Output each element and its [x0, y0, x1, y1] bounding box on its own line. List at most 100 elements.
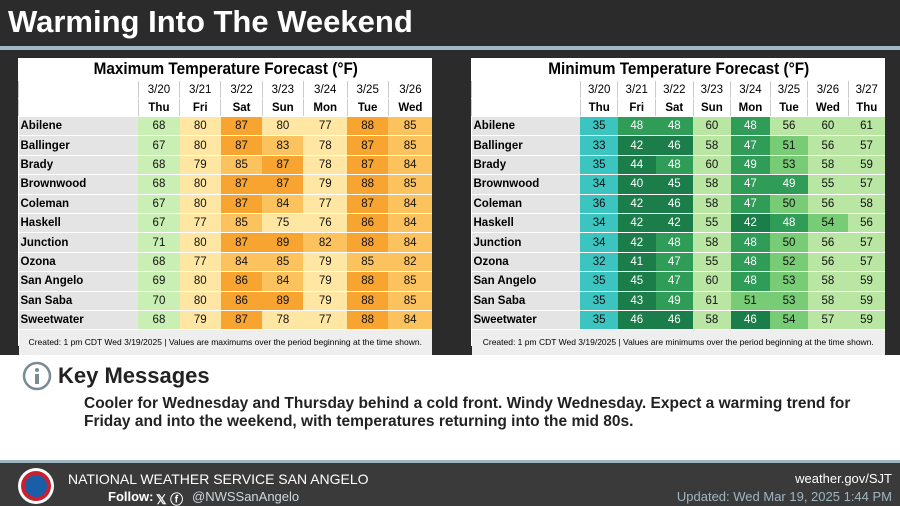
temperature: 60 — [807, 116, 849, 137]
temperature: 85 — [388, 116, 432, 137]
day: Thu — [847, 98, 885, 117]
temperature: 45 — [655, 174, 694, 195]
temperature: 84 — [388, 310, 432, 331]
temperature: 61 — [848, 116, 885, 137]
temperature: 53 — [770, 155, 808, 176]
temperature: 79 — [303, 291, 348, 311]
location: Brady — [18, 155, 139, 176]
key-messages: Key Messages Cooler for Wednesday and Th… — [0, 355, 900, 460]
corner — [471, 80, 581, 99]
temperature: 58 — [807, 155, 849, 176]
temperature: 56 — [807, 135, 849, 156]
temperature: 47 — [655, 252, 694, 273]
temperature: 78 — [303, 155, 348, 176]
follow: Follow: — [108, 489, 154, 504]
temperature: 56 — [807, 252, 849, 273]
social-icons: 𝕏 ⓕ — [156, 492, 184, 506]
temperature: 57 — [807, 310, 849, 331]
office: NATIONAL WEATHER SERVICE SAN ANGELO — [68, 471, 369, 487]
date: 3/22 — [220, 80, 263, 99]
location: Ballinger — [471, 135, 581, 156]
temperature: 58 — [807, 271, 849, 292]
temperature: 67 — [138, 135, 180, 156]
temperature: 60 — [693, 155, 731, 176]
temperature: 32 — [580, 252, 618, 273]
temperature: 85 — [388, 135, 432, 156]
location: Junction — [18, 232, 139, 253]
forecast-table: Maximum Temperature Forecast (°F) 3/20 3/2… — [18, 58, 432, 356]
corner — [471, 98, 581, 117]
key-messages-text: Cooler for Wednesday and Thursday behind… — [84, 395, 851, 430]
website[interactable]: weather.gov/SJT — [795, 471, 892, 486]
temperature: 85 — [388, 271, 432, 292]
temperature: 87 — [220, 135, 263, 156]
row: Brady 35 44 48 60 49 53 58 59 — [471, 155, 885, 176]
temperature: 56 — [848, 213, 885, 234]
location: Sweetwater — [18, 310, 139, 331]
temperature: 87 — [220, 116, 263, 137]
row: Haskell 34 42 42 55 42 48 54 56 — [471, 213, 885, 234]
temperature: 48 — [617, 116, 656, 137]
temperature: 77 — [303, 310, 348, 331]
temperature: 50 — [770, 232, 808, 253]
note: Created: 1 pm CDT Wed 3/19/2025 | Values… — [471, 329, 885, 356]
temperature: 59 — [848, 155, 885, 176]
temperature: 51 — [730, 291, 771, 311]
temperature: 46 — [730, 310, 771, 331]
max-table: Maximum Temperature Forecast (°F) 3/20 3/2… — [18, 58, 432, 356]
temperature: 58 — [693, 194, 731, 214]
temperature: 88 — [347, 232, 389, 253]
location: Junction — [471, 232, 581, 253]
temperature: 85 — [388, 291, 432, 311]
temperature: 47 — [730, 174, 771, 195]
temperature: 47 — [730, 194, 771, 214]
temperature: 42 — [617, 213, 656, 234]
date: 3/22 — [655, 80, 694, 99]
temperature: 68 — [138, 116, 180, 137]
temperature: 77 — [179, 213, 221, 234]
temperature: 88 — [347, 116, 389, 137]
temperature: 88 — [347, 291, 389, 311]
temperature: 48 — [655, 155, 694, 176]
temperature: 61 — [693, 291, 731, 311]
temperature: 85 — [220, 213, 263, 234]
row: Haskell 67 77 85 75 76 86 84 — [18, 213, 432, 234]
row: Coleman 67 80 87 84 77 87 84 — [18, 194, 432, 214]
location: San Angelo — [18, 271, 139, 292]
temperature: 79 — [303, 174, 348, 195]
temperature: 42 — [730, 213, 771, 234]
temperature: 42 — [655, 213, 694, 234]
temperature: 87 — [220, 194, 263, 214]
day: Tue — [769, 98, 808, 117]
temperature: 58 — [693, 174, 731, 195]
temperature: 44 — [617, 155, 656, 176]
temperature: 87 — [220, 174, 263, 195]
day: Wed — [807, 98, 849, 117]
title: Warming Into The Weekend — [8, 4, 413, 39]
info-icon — [22, 361, 52, 391]
temperature: 35 — [580, 116, 618, 137]
temperature: 80 — [179, 174, 221, 195]
date: 3/20 — [579, 80, 618, 99]
temperature: 51 — [770, 135, 808, 156]
corner — [18, 80, 139, 99]
day: Sun — [692, 98, 731, 117]
temperature: 86 — [220, 271, 263, 292]
temperature: 84 — [262, 194, 304, 214]
date: 3/26 — [807, 80, 849, 99]
temperature: 46 — [655, 310, 694, 331]
handle[interactable]: @NWSSanAngelo — [192, 489, 300, 504]
row: Sweetwater 35 46 46 58 46 54 57 59 — [471, 310, 885, 331]
day: Thu — [137, 98, 180, 117]
corner — [18, 98, 139, 117]
location: San Saba — [18, 291, 139, 311]
temperature: 89 — [262, 291, 304, 311]
temperature: 34 — [580, 174, 618, 195]
date: 3/25 — [346, 80, 389, 99]
temperature: 84 — [262, 271, 304, 292]
date: 3/21 — [617, 80, 656, 99]
min-table: Minimum Temperature Forecast (°F) 3/20 3/2… — [471, 58, 885, 356]
row: San Angelo 35 45 47 60 48 53 58 59 — [471, 271, 885, 292]
temperature: 46 — [655, 194, 694, 214]
